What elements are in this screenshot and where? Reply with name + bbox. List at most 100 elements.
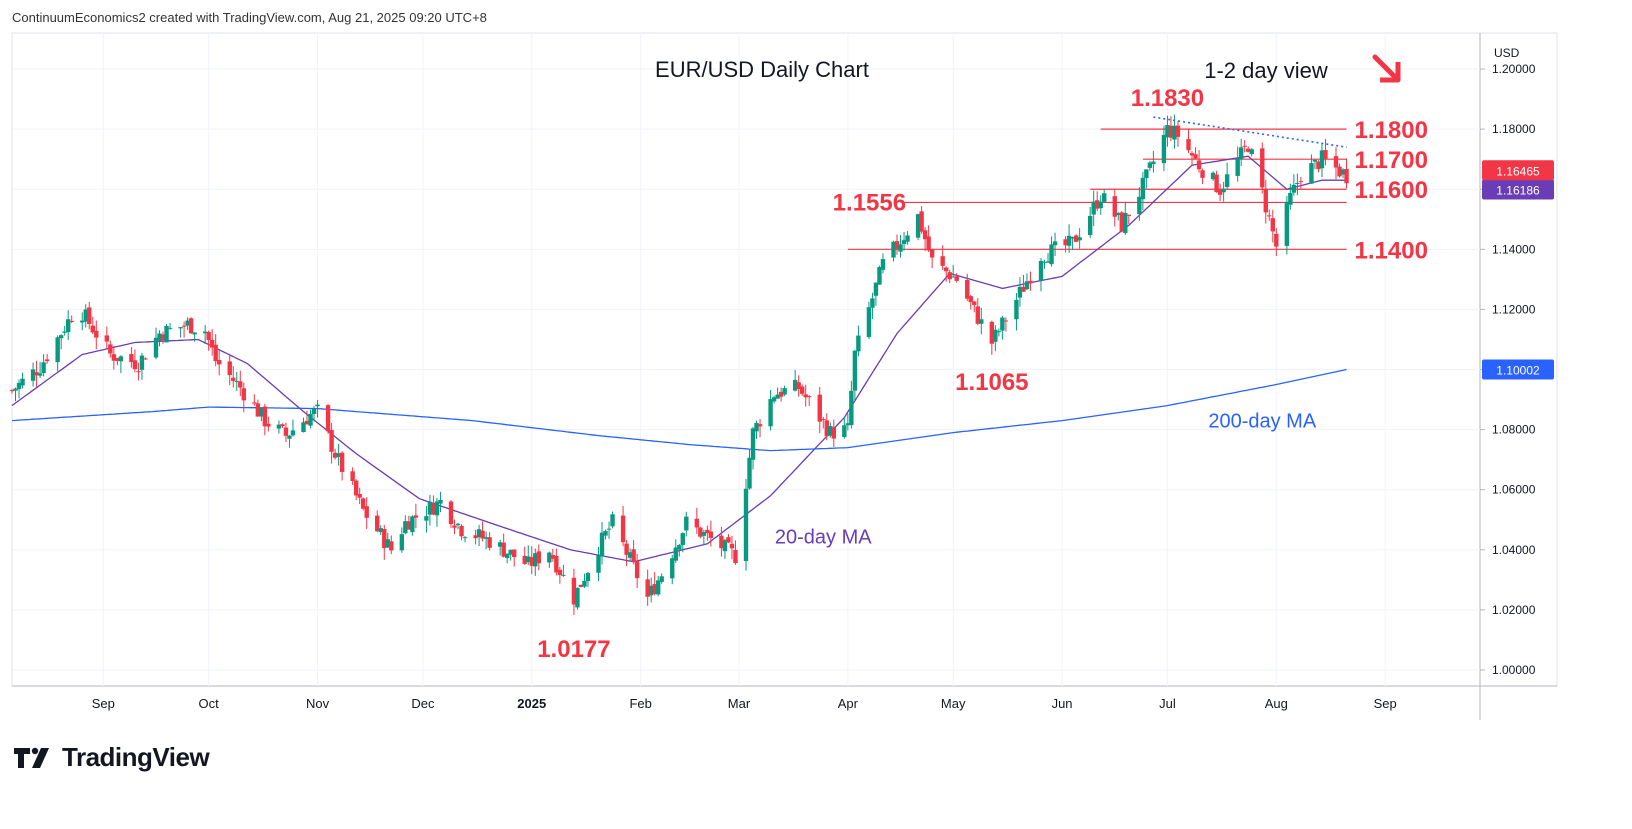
arrow-head [1380, 62, 1401, 83]
candle-body [901, 240, 907, 245]
candle-body [1042, 261, 1047, 263]
candle-body [1235, 158, 1240, 176]
candle-body [483, 537, 489, 539]
candle-body [136, 371, 141, 373]
candle-body [192, 332, 197, 335]
chart-title: EUR/USD Daily Chart [655, 57, 869, 82]
candle-body [185, 320, 190, 326]
y-tick-label: 1.06000 [1492, 483, 1536, 497]
candle-body [434, 501, 440, 516]
candle-body [1323, 150, 1328, 159]
candle-body [547, 552, 552, 563]
candle-body [754, 423, 759, 432]
candle-body [1186, 139, 1191, 151]
candle-body [582, 580, 587, 587]
resistance-trendline [1153, 116, 1347, 148]
candle-body [870, 298, 875, 308]
candle-body [1144, 169, 1149, 179]
candle-body [965, 279, 970, 299]
candle-body [332, 452, 338, 458]
candle-body [44, 359, 50, 362]
price-annotation: 1.0177 [537, 636, 610, 663]
candle-body [160, 334, 166, 341]
candle-body [501, 542, 506, 557]
candle-body [1214, 174, 1219, 193]
x-tick-label: Sep [1374, 696, 1397, 711]
candle-body [455, 523, 461, 526]
candle-body [1014, 299, 1019, 320]
candle-body [705, 529, 710, 534]
x-tick-label: Sep [92, 696, 115, 711]
tradingview-brand[interactable]: TradingView [14, 742, 210, 773]
candle-body [1112, 196, 1117, 217]
ma20-line [11, 155, 1347, 563]
candle-body [757, 424, 763, 427]
candle-body [462, 537, 468, 539]
candle-body [627, 552, 633, 558]
candle-body [1049, 244, 1054, 265]
candle-body [1319, 150, 1325, 169]
x-tick-label: Nov [306, 696, 330, 711]
candle-body [659, 576, 664, 582]
candle-body [153, 337, 159, 358]
candle-body [252, 402, 257, 404]
candle-body [996, 331, 1002, 333]
level-label: 1.1600 [1355, 177, 1428, 204]
candle-body [259, 407, 264, 417]
y-tick-label: 1.18000 [1492, 122, 1536, 136]
candle-body [733, 550, 738, 564]
candle-body [1021, 286, 1026, 292]
candle-body [389, 541, 394, 551]
candle-body [866, 307, 872, 338]
candle-body [403, 521, 408, 534]
candle-body [1168, 125, 1174, 138]
candle-body [143, 358, 148, 360]
candle-body [1140, 177, 1146, 200]
candle-body [905, 235, 910, 242]
candle-body [922, 230, 928, 240]
candle-body [1123, 213, 1128, 234]
candle-body [1070, 237, 1075, 239]
candle-body [385, 539, 390, 548]
candle-body [227, 361, 232, 376]
candle-body [1309, 163, 1314, 184]
candle-body [1210, 172, 1216, 180]
candle-body [108, 344, 113, 354]
candle-body [1094, 200, 1100, 209]
candle-body [670, 558, 675, 579]
candle-body [1038, 260, 1044, 281]
x-tick-label: Feb [629, 696, 651, 711]
candle-body [1291, 184, 1297, 193]
candle-body [578, 584, 584, 587]
candle-body [729, 543, 735, 549]
candle-body [1028, 280, 1033, 284]
candle-body [129, 354, 134, 363]
candle-body [877, 267, 882, 285]
candle-body [406, 521, 412, 530]
candle-body [652, 584, 657, 595]
x-tick-label: Aug [1265, 696, 1288, 711]
candle-body [413, 515, 419, 518]
candle-body [132, 360, 138, 370]
candle-body [1298, 181, 1304, 183]
candle-body [315, 404, 320, 407]
candle-body [41, 362, 46, 374]
candle-body [329, 430, 334, 452]
candle-body [852, 350, 858, 391]
candle-body [968, 296, 973, 303]
candle-body [262, 406, 268, 427]
candle-body [708, 531, 714, 538]
candle-body [680, 533, 685, 546]
ma200-label: 200-day MA [1208, 410, 1316, 432]
candle-body [943, 267, 949, 272]
candle-body [1126, 214, 1132, 216]
candle-body [350, 471, 355, 481]
candle-body [487, 537, 492, 548]
candle-body [656, 580, 661, 595]
candle-body [1052, 241, 1058, 246]
candle-body [1098, 201, 1103, 209]
candle-body [726, 537, 731, 543]
candle-body [255, 403, 261, 417]
candle-body [178, 327, 183, 329]
